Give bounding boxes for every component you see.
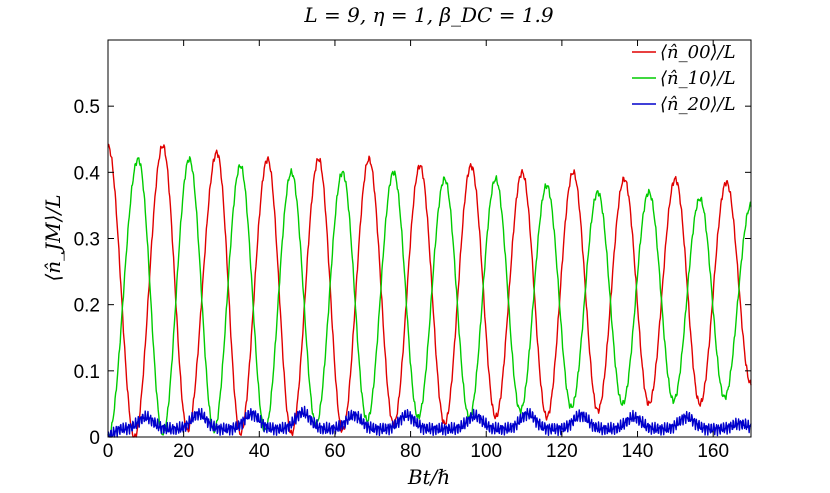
x-tick-label: 60 — [324, 441, 345, 462]
y-tick-label: 0.1 — [74, 362, 100, 383]
y-tick-label: 0.5 — [74, 97, 100, 118]
chart-title: L = 9, η = 1, β_DC = 1.9 — [303, 3, 554, 27]
y-axis-label: ⟨n̂_JM⟩/L — [41, 194, 65, 281]
x-tick-label: 80 — [400, 441, 421, 462]
y-tick-label: 0.3 — [74, 230, 100, 251]
x-tick-label: 120 — [546, 441, 578, 462]
y-tick-label: 0.2 — [74, 296, 100, 317]
legend: ⟨n̂_00⟩/L ⟨n̂_10⟩/L ⟨n̂_20⟩/L — [632, 42, 736, 115]
legend-label-1: ⟨n̂_10⟩/L — [660, 68, 736, 89]
legend-label-0: ⟨n̂_00⟩/L — [660, 42, 736, 63]
x-tick-label: 140 — [622, 441, 654, 462]
series-layer — [107, 143, 752, 438]
series-line-2 — [107, 405, 752, 438]
series-line-0 — [107, 143, 752, 438]
x-tick-label: 0 — [103, 441, 114, 462]
x-axis-label: Bt/ℏ — [407, 465, 450, 489]
legend-label-2: ⟨n̂_20⟩/L — [660, 94, 736, 115]
y-tick-label: 0.4 — [74, 163, 101, 184]
y-axis-tick-labels: 0 0.1 0.2 0.3 0.4 0.5 — [74, 97, 101, 449]
x-tick-label: 100 — [470, 441, 502, 462]
x-axis-ticks — [107, 40, 714, 437]
y-tick-label: 0 — [89, 428, 100, 449]
x-tick-label: 160 — [697, 441, 729, 462]
x-tick-label: 20 — [173, 441, 194, 462]
plot-background — [108, 40, 751, 437]
y-axis-ticks — [108, 105, 751, 438]
x-axis-tick-labels: 0 20 40 60 80 100 120 140 160 — [103, 441, 729, 462]
x-tick-label: 40 — [249, 441, 270, 462]
